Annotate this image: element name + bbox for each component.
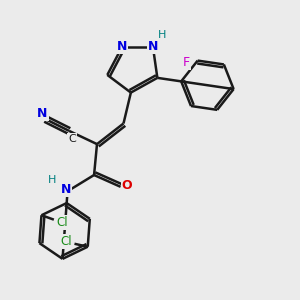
Text: Cl: Cl <box>61 235 72 248</box>
Text: H: H <box>158 30 166 40</box>
Text: N: N <box>37 107 48 120</box>
Text: O: O <box>122 179 132 192</box>
Text: Cl: Cl <box>56 216 68 229</box>
Text: N: N <box>117 40 127 53</box>
Text: N: N <box>61 183 71 196</box>
Text: F: F <box>183 56 190 69</box>
Text: H: H <box>48 175 56 185</box>
Text: C: C <box>68 134 76 144</box>
Text: N: N <box>148 40 158 53</box>
